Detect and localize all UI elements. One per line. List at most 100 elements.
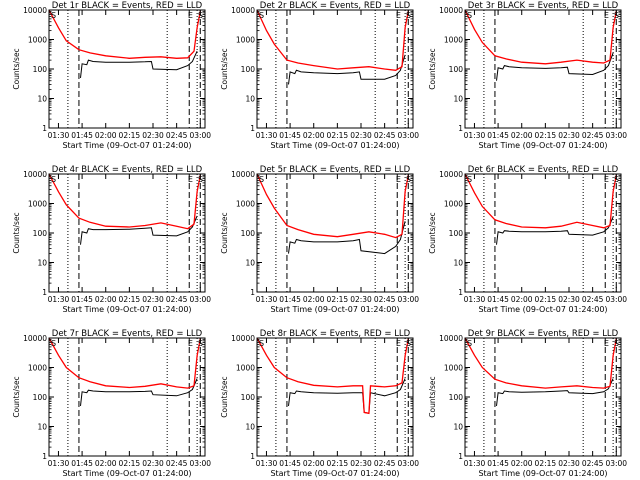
lld-series-line [256, 9, 409, 71]
y-tick-label: 100 [241, 393, 256, 402]
x-axis-label: Start Time (09-Oct-07 01:24:00) [62, 141, 191, 150]
x-axis-label: Start Time (09-Oct-07 01:24:00) [270, 141, 399, 150]
panel-title: Det 6r BLACK = Events, RED = LLD [468, 165, 619, 175]
x-axis-label: Start Time (09-Oct-07 01:24:00) [62, 469, 191, 478]
x-tick-label: 01:30 [48, 295, 70, 304]
events-series-line [288, 54, 406, 85]
plot-frame [256, 173, 414, 293]
x-tick-label: 02:30 [350, 295, 372, 304]
x-tick-label: 01:45 [71, 131, 93, 140]
x-tick-label: 02:15 [327, 131, 349, 140]
y-axis-label: Counts/sec [12, 212, 21, 253]
plot-frame [464, 337, 622, 457]
x-axis-label: Start Time (09-Oct-07 01:24:00) [270, 305, 399, 314]
x-tick-label: 02:15 [119, 131, 141, 140]
x-tick-label: 02:45 [582, 131, 604, 140]
y-tick-label: 10000 [231, 170, 255, 179]
x-tick-label: 01:45 [71, 459, 93, 468]
panel-title: Det 9r BLACK = Events, RED = LLD [468, 329, 619, 339]
corner-label-left: S [467, 11, 472, 20]
corner-label-right: S [406, 175, 411, 184]
x-tick-label: 03:00 [397, 131, 419, 140]
y-tick-label: 1 [458, 288, 463, 297]
x-tick-label: 02:45 [166, 459, 188, 468]
x-tick-label: 01:45 [487, 459, 509, 468]
panel-title: Det 7r BLACK = Events, RED = LLD [52, 329, 203, 339]
x-tick-label: 02:15 [327, 459, 349, 468]
x-tick-label: 01:45 [71, 295, 93, 304]
y-tick-label: 100 [241, 229, 256, 238]
y-tick-label: 1 [458, 124, 463, 133]
x-tick-label: 02:45 [374, 131, 396, 140]
y-axis-label: Counts/sec [428, 212, 437, 253]
corner-label-left: S [51, 175, 56, 184]
y-tick-label: 1000 [236, 36, 255, 45]
y-tick-label: 10000 [231, 6, 255, 15]
y-tick-label: 10000 [23, 334, 47, 343]
x-axis-label: Start Time (09-Oct-07 01:24:00) [478, 469, 607, 478]
x-tick-label: 01:45 [487, 131, 509, 140]
x-tick-label: 03:00 [397, 295, 419, 304]
x-tick-label: 01:45 [279, 131, 301, 140]
events-series-line [80, 378, 198, 406]
x-tick-label: 01:45 [279, 295, 301, 304]
x-tick-label: 02:15 [535, 131, 557, 140]
y-tick-label: 1 [42, 452, 47, 461]
y-tick-label: 1 [250, 124, 255, 133]
corner-label-mid: E [604, 175, 609, 184]
x-tick-label: 02:45 [374, 295, 396, 304]
y-tick-label: 10 [453, 423, 463, 432]
corner-label-right: S [406, 11, 411, 20]
plot-frame [48, 9, 206, 129]
events-series-line [288, 221, 406, 255]
corner-label-left: S [467, 175, 472, 184]
x-tick-label: 02:30 [350, 131, 372, 140]
y-axis-label: Counts/sec [428, 376, 437, 417]
x-tick-label: 03:00 [189, 131, 211, 140]
x-tick-label: 02:15 [327, 295, 349, 304]
x-tick-label: 02:00 [303, 131, 325, 140]
lld-series-line [464, 173, 617, 229]
x-tick-label: 02:30 [558, 459, 580, 468]
panel-title: Det 3r BLACK = Events, RED = LLD [468, 1, 619, 11]
corner-label-right: S [198, 175, 203, 184]
y-tick-label: 1 [42, 124, 47, 133]
x-tick-label: 02:45 [582, 295, 604, 304]
y-tick-label: 100 [33, 65, 48, 74]
y-tick-label: 10 [245, 95, 255, 104]
y-tick-label: 1 [458, 452, 463, 461]
y-tick-label: 1000 [236, 364, 255, 373]
y-axis-label: Counts/sec [220, 48, 229, 89]
x-tick-label: 02:00 [511, 295, 533, 304]
x-tick-label: 02:00 [511, 131, 533, 140]
plot-frame [464, 9, 622, 129]
lld-series-line [48, 337, 201, 389]
x-tick-label: 03:00 [397, 459, 419, 468]
y-tick-label: 1000 [28, 364, 47, 373]
corner-label-mid: E [188, 339, 193, 348]
x-tick-label: 02:00 [95, 295, 117, 304]
corner-label-mid: E [188, 11, 193, 20]
x-tick-label: 02:00 [303, 295, 325, 304]
x-tick-label: 03:00 [605, 295, 627, 304]
panel-title: Det 2r BLACK = Events, RED = LLD [260, 1, 411, 11]
lld-series-line [256, 173, 409, 239]
corner-label-left: S [51, 11, 56, 20]
y-tick-label: 10000 [439, 6, 463, 15]
x-tick-label: 01:30 [464, 295, 486, 304]
x-tick-label: 02:00 [95, 131, 117, 140]
x-tick-label: 02:30 [142, 295, 164, 304]
y-tick-label: 10000 [439, 334, 463, 343]
panel-title: Det 1r BLACK = Events, RED = LLD [52, 1, 203, 11]
corner-label-mid: E [604, 339, 609, 348]
x-tick-label: 02:15 [119, 459, 141, 468]
corner-label-mid: E [188, 175, 193, 184]
